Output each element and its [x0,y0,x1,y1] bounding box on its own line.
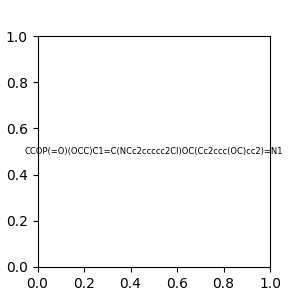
Text: CCOP(=O)(OCC)C1=C(NCc2ccccc2Cl)OC(Cc2ccc(OC)cc2)=N1: CCOP(=O)(OCC)C1=C(NCc2ccccc2Cl)OC(Cc2ccc… [25,147,283,156]
